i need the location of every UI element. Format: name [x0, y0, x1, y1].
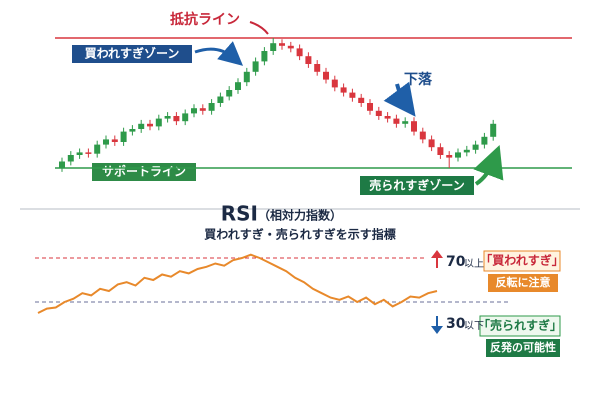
candle-body — [419, 131, 426, 140]
candle-body — [270, 43, 277, 51]
candle-body — [367, 103, 373, 111]
rsi-subtitle: 買われすぎ・売られすぎを示す指標 — [204, 227, 395, 242]
candle-body — [67, 155, 74, 162]
candle-body — [217, 96, 224, 103]
lower-suffix: 以下 — [464, 321, 484, 332]
candle-body — [296, 48, 303, 57]
rsi-title: RSI — [221, 202, 258, 226]
rsi-title-note: （相対力指数） — [258, 208, 342, 223]
oversold-box — [360, 176, 474, 195]
candle-body — [138, 123, 145, 129]
candle-body — [455, 152, 461, 158]
candle-body — [85, 152, 92, 154]
candle-body — [349, 92, 356, 98]
candle-body — [129, 129, 136, 132]
candle-body — [375, 110, 382, 116]
candle-body — [235, 82, 241, 90]
overbought-badge-box — [483, 250, 561, 272]
candle-body — [428, 139, 435, 148]
down-arrow — [431, 316, 443, 334]
candle-body — [393, 118, 400, 124]
candle-body — [279, 43, 285, 46]
support-label: サポートライン — [102, 164, 186, 179]
candle-body — [252, 61, 259, 72]
overbought-box — [72, 45, 192, 63]
oversold-note-box — [486, 339, 560, 357]
candle-body — [305, 56, 312, 64]
up-arrow — [431, 250, 443, 268]
candle-body — [182, 113, 189, 122]
candle-body — [437, 147, 444, 155]
resistance-label: 抵抗ライン — [170, 11, 240, 28]
oversold-zone-label: 売られすぎゾーン — [369, 178, 464, 193]
arrow — [249, 21, 269, 35]
oversold-badge-box — [479, 315, 561, 337]
candle-body — [384, 116, 391, 119]
candle-body — [199, 108, 206, 111]
rsi-line — [37, 253, 438, 314]
candle-body — [481, 136, 488, 145]
candle-body — [164, 116, 171, 119]
candle-body — [472, 144, 479, 150]
drop-label: 下落 — [404, 71, 433, 88]
oversold-badge: 「売られすぎ」 — [478, 318, 562, 333]
candle-body — [402, 121, 409, 124]
candle-body — [446, 155, 453, 158]
candle-body — [411, 121, 417, 132]
candle-body — [261, 51, 268, 62]
overbought-note: 反転に注意 — [496, 275, 551, 289]
upper-suffix: 以上 — [464, 258, 484, 270]
candle-body — [103, 139, 109, 145]
lower-level: 30 — [446, 316, 466, 332]
overbought-zone-label: 買われすぎゾーン — [85, 46, 180, 61]
candle-body — [111, 139, 118, 142]
arrow — [383, 81, 416, 117]
candle-body — [340, 87, 347, 93]
candle-body — [331, 79, 338, 88]
overbought-badge: 「買われすぎ」 — [480, 253, 563, 268]
candle-body — [173, 116, 180, 122]
candle-body — [94, 144, 101, 154]
candle-body — [147, 123, 153, 127]
candle-body — [76, 152, 83, 155]
candle-body — [120, 131, 127, 142]
oversold-note: 反発の可能性 — [490, 340, 556, 354]
candle-body — [243, 71, 250, 83]
candle-body — [191, 108, 197, 114]
candle-body — [59, 161, 65, 168]
candle-body — [208, 103, 215, 111]
candle-body — [287, 45, 294, 49]
overbought-note-box — [488, 274, 558, 292]
upper-level: 70 — [446, 254, 466, 270]
candle-body — [490, 123, 497, 137]
arrow — [473, 145, 504, 186]
candle-body — [155, 118, 162, 127]
arrow — [194, 41, 244, 66]
candle-body — [314, 64, 321, 72]
candle-body — [358, 97, 365, 103]
candle-body — [323, 71, 329, 80]
candle-body — [463, 149, 470, 153]
candle-body — [226, 90, 233, 97]
